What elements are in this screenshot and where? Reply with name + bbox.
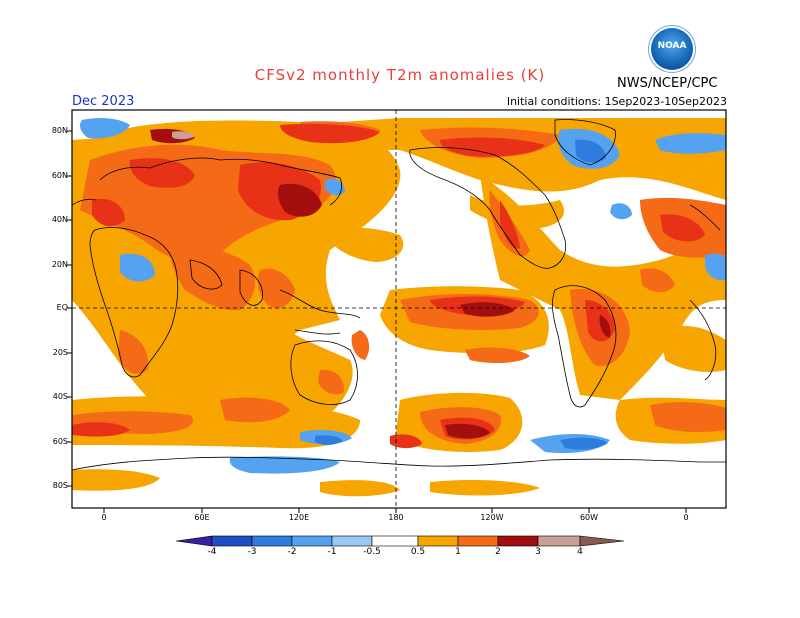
lat-ticks — [67, 130, 72, 487]
colorbar-swatch-3-4 — [537, 535, 581, 547]
strong-cold-anomaly-regions — [315, 139, 608, 450]
colorbar-swatch-1-2 — [457, 535, 499, 547]
lon-label-120w: 120W — [480, 513, 504, 522]
colorbar-label-4: 4 — [577, 547, 583, 557]
colorbar-swatch-minus3-minus2 — [251, 535, 293, 547]
colorbar-label-3: 3 — [535, 547, 541, 557]
agency-label: NWS/NCEP/CPC — [617, 76, 718, 91]
lon-label-60w: 60W — [579, 513, 599, 522]
colorbar-swatch-below-minus4 — [175, 535, 213, 547]
lon-label-60e: 60E — [194, 513, 210, 522]
lon-label-0-left: 0 — [101, 513, 107, 522]
lat-label-80n: 80N — [51, 126, 68, 135]
colorbar-swatch-05-1 — [417, 535, 459, 547]
colorbar-label-minus05: -0.5 — [363, 547, 381, 557]
colorbar-swatch-minus4-minus3 — [211, 535, 253, 547]
lat-label-40s: 40S — [52, 392, 68, 401]
colorbar-swatch-minus1-minus05 — [331, 535, 373, 547]
colorbar-label-minus3: -3 — [247, 547, 257, 557]
noaa-logo-text: NOAA — [657, 41, 687, 51]
lon-ticks — [103, 508, 687, 513]
lat-label-60s: 60S — [52, 437, 68, 446]
coastlines — [72, 119, 726, 471]
lon-label-0-right: 0 — [683, 513, 689, 522]
colorbar-label-minus2: -2 — [287, 547, 297, 557]
lat-label-80s: 80S — [52, 481, 68, 490]
lat-label-40n: 40N — [51, 215, 68, 224]
noaa-logo: NOAA — [651, 28, 693, 70]
map-frame — [71, 109, 727, 509]
colorbar-swatch-neutral — [371, 535, 419, 547]
lat-label-20n: 20N — [51, 260, 68, 269]
lat-label-60n: 60N — [51, 171, 68, 180]
colorbar-swatch-minus2-minus1 — [291, 535, 333, 547]
extreme-warm-anomaly-regions — [172, 131, 194, 140]
valid-month-label: Dec 2023 — [72, 94, 135, 109]
map-title: CFSv2 monthly T2m anomalies (K) — [254, 66, 546, 84]
lon-label-120e: 120E — [288, 513, 310, 522]
lat-label-eq: EQ — [56, 303, 68, 312]
very-warm-anomaly-regions — [150, 128, 611, 439]
colorbar-swatch-above-4 — [579, 535, 625, 547]
lon-label-180: 180 — [388, 513, 404, 522]
colorbar-label-minus1: -1 — [327, 547, 337, 557]
colorbar-label-2: 2 — [495, 547, 501, 557]
initial-conditions-label: Initial conditions: 1Sep2023-10Sep2023 — [506, 95, 727, 108]
colorbar-label-1: 1 — [455, 547, 461, 557]
colorbar-swatch-2-3 — [497, 535, 539, 547]
lat-label-20s: 20S — [52, 348, 68, 357]
colorbar — [175, 535, 625, 547]
colorbar-label-minus4: -4 — [207, 547, 217, 557]
colorbar-label-05: 0.5 — [410, 547, 426, 557]
